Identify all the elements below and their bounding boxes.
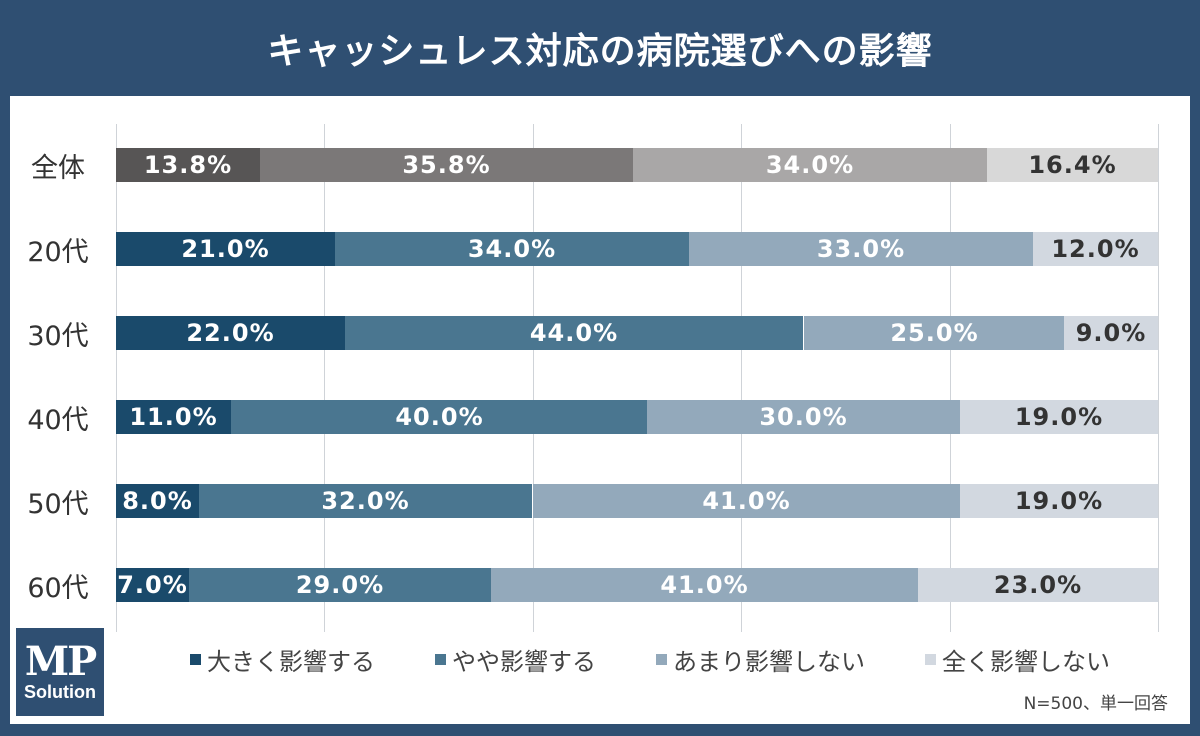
data-label: 41.0% (660, 571, 749, 599)
grid-line (1158, 124, 1159, 632)
title-bar: キャッシュレス対応の病院選びへの影響 (0, 0, 1200, 96)
data-label: 9.0% (1075, 319, 1147, 347)
grid-line (116, 124, 117, 632)
legend-item: 大きく影響する (190, 642, 375, 677)
data-label: 33.0% (816, 235, 906, 263)
bar-segment: 19.0% (960, 400, 1158, 434)
category-label: 40代 (27, 404, 89, 436)
data-label: 13.8% (143, 151, 233, 179)
bar-segment: 11.0% (116, 400, 231, 434)
sample-note: N=500、単一回答 (1023, 694, 1168, 714)
mp-solution-logo: MP Solution (16, 628, 104, 716)
bar-segment: 19.0% (960, 484, 1158, 518)
category-label: 20代 (27, 236, 89, 268)
bar-segment: 34.0% (633, 148, 987, 182)
data-label: 19.0% (1014, 403, 1104, 431)
bar-segment: 41.0% (491, 568, 918, 602)
bar-segment: 44.0% (345, 316, 803, 350)
data-label: 32.0% (321, 487, 410, 515)
bar-segment: 33.0% (689, 232, 1033, 266)
bar-segment: 23.0% (918, 568, 1158, 602)
legend-label: 大きく影響する (207, 647, 375, 676)
legend-swatch (656, 653, 667, 665)
grid-line (950, 124, 951, 632)
data-label: 40.0% (395, 403, 484, 431)
chart-title: キャッシュレス対応の病院選びへの影響 (267, 31, 933, 72)
data-label: 29.0% (295, 571, 385, 599)
legend-swatch (925, 653, 936, 665)
logo-sub: Solution (24, 682, 96, 702)
data-label: 35.8% (402, 151, 491, 179)
category-label: 60代 (27, 572, 89, 604)
data-label: 30.0% (759, 403, 848, 431)
data-label: 34.0% (467, 235, 557, 263)
data-label: 22.0% (186, 319, 275, 347)
legend-swatch (190, 653, 201, 665)
logo-mark: MP (24, 638, 97, 685)
bar-segment: 25.0% (804, 316, 1065, 350)
category-label: 全体 (31, 152, 85, 184)
data-label: 34.0% (765, 151, 855, 179)
bar-segment: 9.0% (1064, 316, 1158, 350)
bar-segment: 22.0% (116, 316, 345, 350)
data-label: 8.0% (122, 487, 193, 515)
bar-segment: 13.8% (116, 148, 260, 182)
data-label: 21.0% (181, 235, 270, 263)
chart-panel: 大きく影響する やや影響する あまり影響しない 全く影響しない MP Solution… (10, 96, 1190, 724)
legend-label: あまり影響しない (673, 647, 865, 676)
category-label: 50代 (27, 488, 89, 520)
bar-segment: 7.0% (116, 568, 189, 602)
legend: 大きく影響する やや影響する あまり影響しない 全く影響しない (190, 641, 1110, 677)
legend-item: 全く影響しない (925, 642, 1110, 677)
data-label: 44.0% (529, 319, 619, 347)
data-label: 16.4% (1028, 151, 1117, 179)
bar-segment: 41.0% (533, 484, 960, 518)
bar-segment: 21.0% (116, 232, 335, 266)
data-label: 23.0% (993, 571, 1083, 599)
data-label: 12.0% (1051, 235, 1140, 263)
bar-segment: 8.0% (116, 484, 199, 518)
bar-segment: 40.0% (231, 400, 648, 434)
bar-segment: 34.0% (335, 232, 689, 266)
data-label: 25.0% (890, 319, 979, 347)
data-label: 7.0% (117, 571, 188, 599)
bar-segment: 32.0% (199, 484, 532, 518)
legend-label: やや影響する (452, 647, 596, 676)
bar-segment: 16.4% (987, 148, 1158, 182)
legend-item: あまり影響しない (656, 642, 865, 677)
category-label: 30代 (27, 320, 89, 352)
legend-label: 全く影響しない (942, 647, 1110, 676)
bar-segment: 35.8% (260, 148, 633, 182)
grid-line (324, 124, 325, 632)
legend-item: やや影響する (435, 642, 596, 677)
data-label: 19.0% (1014, 487, 1104, 515)
data-label: 11.0% (129, 403, 218, 431)
grid-line (741, 124, 742, 632)
bar-segment: 12.0% (1033, 232, 1158, 266)
data-label: 41.0% (702, 487, 791, 515)
bar-segment: 30.0% (647, 400, 960, 434)
legend-swatch (435, 653, 446, 665)
grid-line (533, 124, 534, 632)
bar-segment: 29.0% (189, 568, 491, 602)
